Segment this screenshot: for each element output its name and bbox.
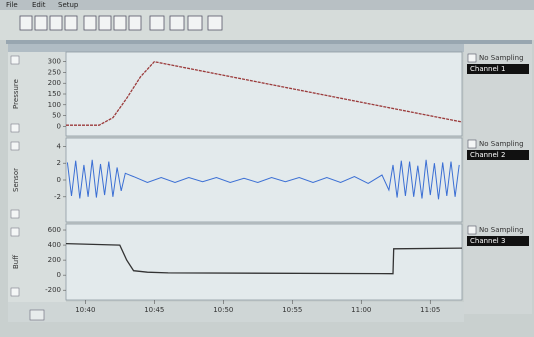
toolbar-icons bbox=[20, 16, 222, 30]
x-tick-label: 10:45 bbox=[144, 306, 164, 314]
scale-button[interactable] bbox=[11, 210, 19, 218]
screen: FileEditSetupPressure300250200150100500N… bbox=[0, 0, 534, 333]
scale-button[interactable] bbox=[11, 142, 19, 150]
channel-name: Channel 2 bbox=[470, 151, 505, 159]
x-tick-label: 11:00 bbox=[351, 306, 371, 314]
y-tick-label: -200 bbox=[45, 286, 61, 294]
tool-button[interactable] bbox=[84, 16, 96, 30]
tool-button[interactable] bbox=[20, 16, 32, 30]
y-tick-label: 400 bbox=[48, 241, 61, 249]
sampling-status: No Sampling bbox=[479, 140, 524, 148]
y-tick-label: 50 bbox=[52, 112, 61, 120]
y-tick-label: 0 bbox=[57, 271, 61, 279]
channel-axis-label: Pressure bbox=[12, 79, 20, 109]
plot-area bbox=[66, 52, 462, 136]
y-tick-label: 600 bbox=[48, 226, 61, 234]
status-button[interactable] bbox=[468, 54, 476, 62]
menu-item[interactable]: Edit bbox=[32, 1, 46, 9]
scroll-button[interactable] bbox=[30, 310, 44, 320]
y-tick-label: 200 bbox=[48, 256, 61, 264]
x-tick-label: 10:40 bbox=[75, 306, 95, 314]
y-tick-label: 300 bbox=[48, 58, 61, 66]
scale-button[interactable] bbox=[11, 124, 19, 132]
y-tick-label: 250 bbox=[48, 68, 61, 76]
y-tick-label: 2 bbox=[57, 159, 61, 167]
plot-area bbox=[66, 224, 462, 300]
y-tick-label: 100 bbox=[48, 101, 61, 109]
tool-button[interactable] bbox=[35, 16, 47, 30]
menu-item[interactable]: File bbox=[6, 1, 18, 9]
divider bbox=[6, 40, 532, 44]
app-window: FileEditSetupPressure300250200150100500N… bbox=[0, 0, 534, 333]
status-button[interactable] bbox=[468, 226, 476, 234]
sampling-status: No Sampling bbox=[479, 226, 524, 234]
channel-axis-label: Sensor bbox=[12, 168, 20, 192]
y-tick-label: 4 bbox=[57, 142, 62, 150]
channel-name: Channel 3 bbox=[470, 237, 505, 245]
y-tick-label: -2 bbox=[54, 193, 61, 201]
chart-header bbox=[8, 44, 464, 52]
tool-button[interactable] bbox=[99, 16, 111, 30]
menu-bar bbox=[0, 0, 534, 10]
y-tick-label: 150 bbox=[48, 90, 61, 98]
tool-button[interactable] bbox=[188, 16, 202, 30]
tool-button[interactable] bbox=[65, 16, 77, 30]
menu-item[interactable]: Setup bbox=[58, 1, 79, 9]
status-button[interactable] bbox=[468, 140, 476, 148]
tool-button[interactable] bbox=[170, 16, 184, 30]
scale-button[interactable] bbox=[11, 56, 19, 64]
y-tick-label: 0 bbox=[57, 122, 61, 130]
y-tick-label: 200 bbox=[48, 79, 61, 87]
tool-button[interactable] bbox=[150, 16, 164, 30]
channel-column bbox=[464, 44, 532, 314]
y-tick-label: 0 bbox=[57, 176, 61, 184]
tool-button[interactable] bbox=[208, 16, 222, 30]
tool-button[interactable] bbox=[129, 16, 141, 30]
x-tick-label: 10:50 bbox=[213, 306, 233, 314]
x-tick-label: 10:55 bbox=[282, 306, 302, 314]
tool-button[interactable] bbox=[50, 16, 62, 30]
x-tick-label: 11:05 bbox=[420, 306, 440, 314]
channel-name: Channel 1 bbox=[470, 65, 505, 73]
sampling-status: No Sampling bbox=[479, 54, 524, 62]
scale-button[interactable] bbox=[11, 288, 19, 296]
scale-button[interactable] bbox=[11, 228, 19, 236]
tool-button[interactable] bbox=[114, 16, 126, 30]
toolbar bbox=[0, 10, 534, 40]
channel-axis-label: Buff bbox=[12, 255, 20, 269]
